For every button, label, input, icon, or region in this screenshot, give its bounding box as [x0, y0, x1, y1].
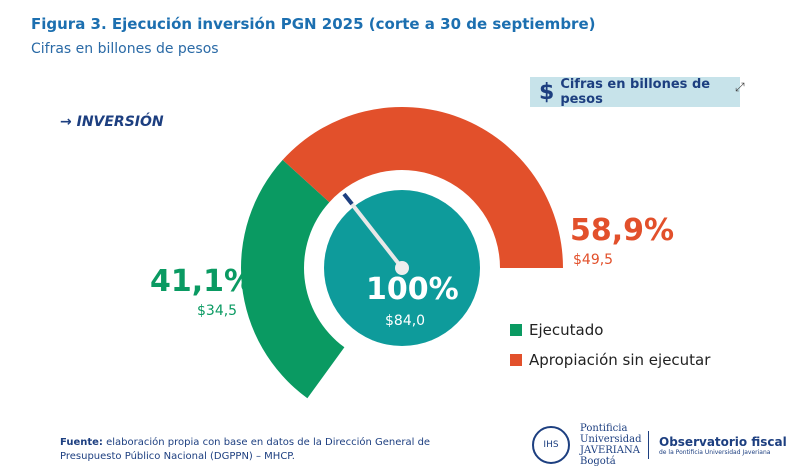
executed-percent: 41,1%: [150, 264, 255, 299]
units-badge: $ Cifras en billones de pesos: [530, 77, 740, 107]
legend-item-sin-ejecutar: Apropiación sin ejecutar: [510, 351, 710, 369]
executed-value: $34,5: [197, 303, 238, 319]
total-percent: 100%: [366, 272, 459, 307]
needle-tip: [342, 192, 354, 206]
gauge-segment-ejecutado: [241, 159, 345, 399]
pending-percent: 58,9%: [570, 213, 675, 248]
logos: IHS Pontificia Universidad JAVERIANA Bog…: [532, 423, 787, 467]
dollar-icon: $: [539, 79, 555, 105]
expand-icon[interactable]: ⤢: [735, 80, 745, 94]
university-seal-icon: IHS: [532, 426, 570, 464]
figure-subtitle: Cifras en billones de pesos: [31, 41, 219, 57]
observatory-name: Observatorio fiscal: [659, 434, 787, 449]
legend-label: Apropiación sin ejecutar: [529, 351, 711, 369]
source-note: Fuente: elaboración propia con base en d…: [60, 436, 480, 464]
legend-item-ejecutado: Ejecutado: [510, 321, 603, 339]
legend-label: Ejecutado: [529, 321, 604, 339]
observatory-sub: de la Pontificia Universidad Javeriana: [659, 448, 771, 456]
total-value: $84,0: [385, 313, 426, 329]
university-logo-text: Pontificia Universidad JAVERIANA Bogotá: [580, 423, 642, 467]
section-label: → INVERSIÓN: [60, 114, 164, 130]
pending-value: $49,5: [573, 252, 614, 268]
source-label: Fuente:: [60, 437, 103, 448]
legend-swatch: [510, 324, 522, 336]
legend-swatch: [510, 354, 522, 366]
gauge-segment-sin-ejecutar: [282, 107, 563, 268]
badge-label: Cifras en billones de pesos: [560, 77, 711, 107]
gauge-needle: [346, 197, 404, 270]
figure-title: Figura 3. Ejecución inversión PGN 2025 (…: [31, 15, 596, 33]
source-text: elaboración propia con base en datos de …: [60, 437, 431, 462]
needle-pivot: [395, 261, 409, 275]
